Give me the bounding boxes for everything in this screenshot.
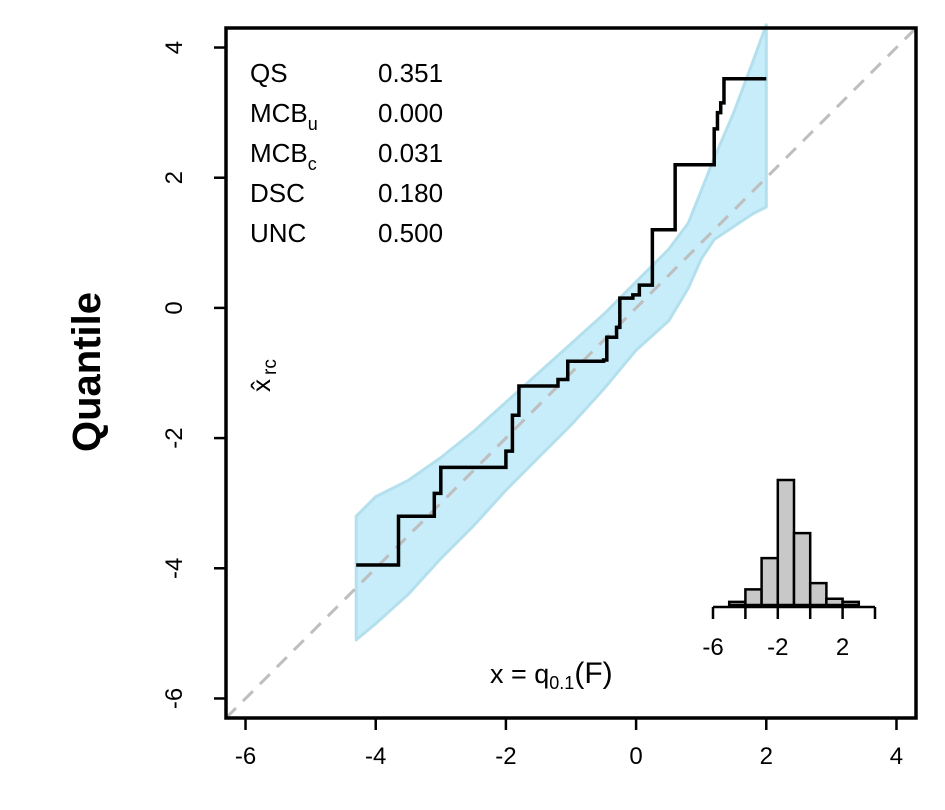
plot-label-main: x̂ — [246, 379, 276, 392]
x-axis: -6 -4 -2 0 2 4 — [235, 718, 903, 770]
histogram-bar — [792, 531, 812, 607]
diagonal-reference-line — [224, 26, 918, 720]
svg-text:x = q0.1(F): x = q0.1(F) — [490, 657, 613, 693]
score-name: QS — [250, 58, 288, 88]
histogram-bar — [744, 588, 763, 607]
plot-frame — [224, 26, 918, 720]
y-tick-label: -6 — [161, 688, 188, 709]
histogram-bar — [841, 600, 861, 607]
y-axis: -6 -4 -2 0 2 4 — [161, 41, 226, 709]
x-tick-label: 2 — [760, 743, 773, 770]
histogram-bar — [808, 581, 828, 607]
histogram-bar — [776, 478, 796, 607]
plot-label: x̂ rc — [246, 359, 281, 392]
x-variable-tail: (F) — [574, 657, 612, 690]
y-tick-label: 2 — [161, 171, 188, 184]
score-value: 0.180 — [378, 178, 443, 208]
y-tick-label: 4 — [161, 41, 188, 54]
y-tick-label: -4 — [161, 558, 188, 579]
x-variable-sub: 0.1 — [549, 673, 574, 693]
x-variable-main: x = q — [490, 659, 549, 689]
score-name: MCBc — [250, 138, 317, 174]
inset-x-tick-label: -6 — [702, 634, 723, 661]
score-name: DSC — [250, 178, 305, 208]
x-tick-label: 4 — [890, 743, 903, 770]
inset-histogram: -6 -2 2 — [702, 478, 877, 661]
score-value: 0.500 — [378, 218, 443, 248]
score-table: QS 0.351 MCBu 0.000 MCBc 0.031 DSC 0.180 UNC 0.50… — [250, 58, 443, 248]
histogram-bar — [760, 556, 780, 607]
y-axis-label: Quantile — [65, 292, 109, 452]
series-line-0 — [356, 77, 767, 567]
y-tick-label: -2 — [161, 427, 188, 448]
x-tick-label: -4 — [365, 743, 386, 770]
y-tick-label: 0 — [161, 301, 188, 314]
confidence-band — [354, 23, 768, 642]
x-tick-label: 0 — [629, 743, 642, 770]
histogram-bar — [727, 600, 747, 607]
x-variable-label: x = q0.1(F) — [490, 657, 613, 693]
score-value: 0.031 — [378, 138, 443, 168]
plot-area — [224, 23, 918, 720]
inset-x-tick-label: -2 — [767, 634, 788, 661]
plot-label-sub: rc — [260, 359, 281, 375]
histogram-bar — [825, 597, 844, 607]
score-name: UNC — [250, 218, 306, 248]
x-tick-label: -2 — [495, 743, 516, 770]
score-name: MCBu — [250, 98, 318, 134]
score-value: 0.351 — [378, 58, 443, 88]
score-value: 0.000 — [378, 98, 443, 128]
inset-x-tick-label: 2 — [836, 634, 849, 661]
x-tick-label: -6 — [235, 743, 256, 770]
